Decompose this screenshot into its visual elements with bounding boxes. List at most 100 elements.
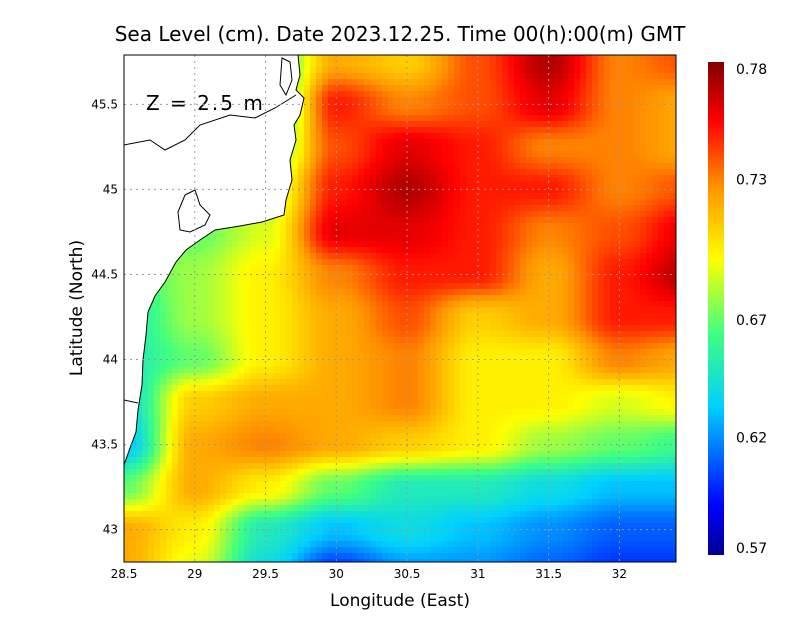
heatmap-cell <box>670 235 676 242</box>
heatmap-cell <box>652 367 659 374</box>
heatmap-cell <box>556 247 563 254</box>
heatmap-cell <box>190 343 197 350</box>
heatmap-cell <box>604 79 611 86</box>
heatmap-cell <box>286 361 293 368</box>
heatmap-cell <box>472 367 479 374</box>
heatmap-cell <box>418 115 425 122</box>
heatmap-cell <box>412 55 419 62</box>
heatmap-cell <box>454 343 461 350</box>
heatmap-cell <box>538 271 545 278</box>
heatmap-cell <box>538 205 545 212</box>
heatmap-cell <box>478 61 485 68</box>
heatmap-cell <box>334 157 341 164</box>
heatmap-cell <box>400 307 407 314</box>
heatmap-cell <box>232 373 239 380</box>
heatmap-cell <box>352 295 359 302</box>
heatmap-cell <box>496 67 503 74</box>
heatmap-cell <box>424 109 431 116</box>
heatmap-cell <box>454 217 461 224</box>
heatmap-cell <box>226 325 233 332</box>
heatmap-cell <box>304 253 311 260</box>
heatmap-cell <box>532 103 539 110</box>
heatmap-cell <box>556 151 563 158</box>
heatmap-cell <box>352 187 359 194</box>
heatmap-cell <box>640 373 647 380</box>
heatmap-cell <box>310 67 317 74</box>
heatmap-cell <box>526 259 533 266</box>
heatmap-cell <box>400 211 407 218</box>
heatmap-cell <box>472 205 479 212</box>
heatmap-cell <box>406 151 413 158</box>
heatmap-cell <box>214 295 221 302</box>
heatmap-cell <box>382 175 389 182</box>
heatmap-cell <box>364 265 371 272</box>
heatmap-cell <box>556 121 563 128</box>
heatmap-cell <box>460 265 467 272</box>
heatmap-cell <box>394 343 401 350</box>
heatmap-cell <box>220 349 227 356</box>
heatmap-cell <box>340 367 347 374</box>
heatmap-cell <box>352 349 359 356</box>
heatmap-cell <box>652 73 659 80</box>
heatmap-cell <box>394 169 401 176</box>
heatmap-cell <box>544 79 551 86</box>
heatmap-cell <box>310 367 317 374</box>
heatmap-cell <box>484 247 491 254</box>
heatmap-cell <box>430 73 437 80</box>
heatmap-cell <box>454 349 461 356</box>
heatmap-cell <box>556 79 563 86</box>
heatmap-cell <box>586 79 593 86</box>
heatmap-cell <box>490 133 497 140</box>
heatmap-cell <box>478 73 485 80</box>
heatmap-cell <box>646 61 653 68</box>
heatmap-cell <box>496 349 503 356</box>
heatmap-cell <box>394 211 401 218</box>
heatmap-cell <box>298 91 305 98</box>
heatmap-cell <box>178 367 185 374</box>
heatmap-cell <box>478 271 485 278</box>
heatmap-cell <box>364 289 371 296</box>
heatmap-cell <box>592 79 599 86</box>
heatmap-cell <box>298 337 305 344</box>
heatmap-cell <box>646 133 653 140</box>
heatmap-cell <box>418 259 425 266</box>
heatmap-cell <box>610 331 617 338</box>
heatmap-cell <box>394 235 401 242</box>
heatmap-cell <box>580 235 587 242</box>
heatmap-cell <box>304 133 311 140</box>
heatmap-cell <box>370 133 377 140</box>
heatmap-cell <box>604 115 611 122</box>
heatmap-cell <box>238 295 245 302</box>
heatmap-cell <box>256 343 263 350</box>
heatmap-cell <box>454 355 461 362</box>
heatmap-cell <box>586 355 593 362</box>
heatmap-cell <box>436 289 443 296</box>
heatmap-cell <box>322 373 329 380</box>
heatmap-cell <box>316 211 323 218</box>
heatmap-cell <box>664 181 671 188</box>
heatmap-cell <box>250 265 257 272</box>
heatmap-cell <box>538 343 545 350</box>
heatmap-cell <box>232 265 239 272</box>
heatmap-cell <box>592 241 599 248</box>
heatmap-cell <box>304 361 311 368</box>
heatmap-cell <box>646 307 653 314</box>
heatmap-cell <box>580 277 587 284</box>
heatmap-cell <box>472 271 479 278</box>
heatmap-cell <box>616 121 623 128</box>
heatmap-cell <box>460 181 467 188</box>
heatmap-cell <box>496 199 503 206</box>
heatmap-cell <box>280 337 287 344</box>
heatmap-cell <box>406 73 413 80</box>
heatmap-cell <box>652 187 659 194</box>
heatmap-cell <box>346 271 353 278</box>
heatmap-cell <box>550 325 557 332</box>
heatmap-cell <box>352 139 359 146</box>
heatmap-cell <box>538 133 545 140</box>
heatmap-cell <box>556 211 563 218</box>
heatmap-cell <box>454 295 461 302</box>
heatmap-cell <box>142 367 149 374</box>
heatmap-cell <box>634 133 641 140</box>
heatmap-cell <box>358 367 365 374</box>
heatmap-cell <box>250 277 257 284</box>
